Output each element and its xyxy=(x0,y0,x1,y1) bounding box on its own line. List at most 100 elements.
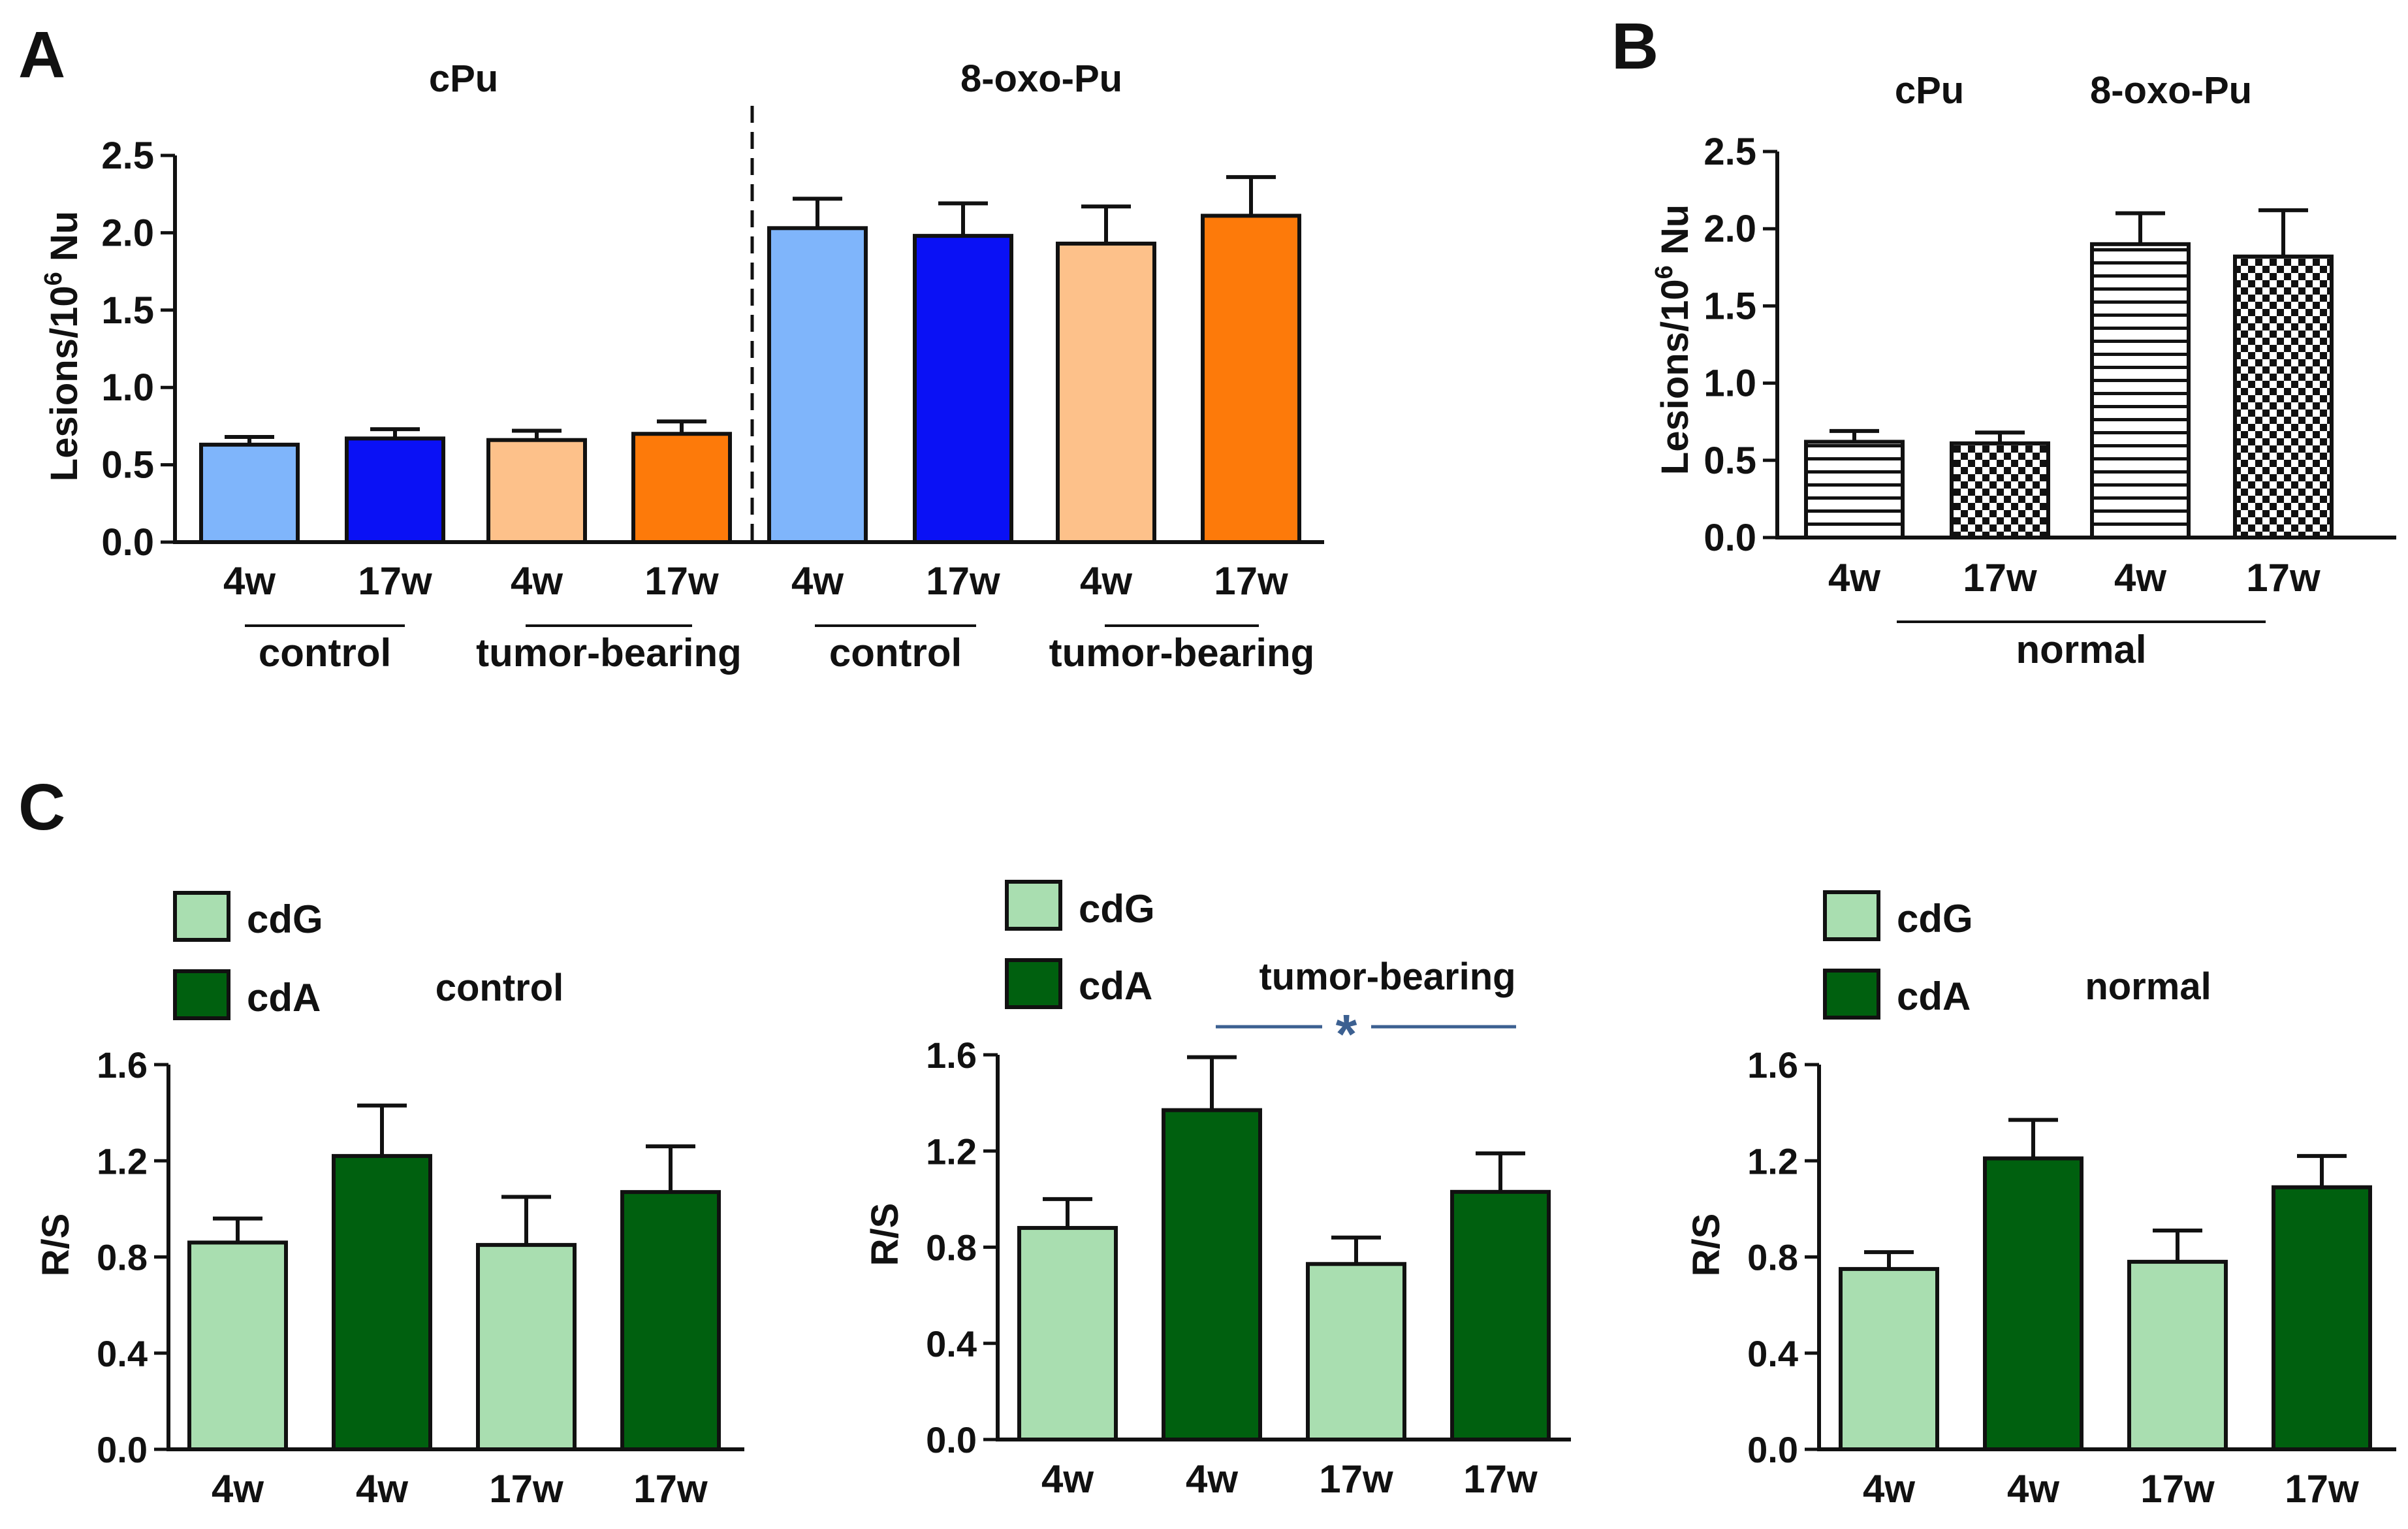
bar xyxy=(1983,1156,2083,1451)
group-label: tumor-bearing xyxy=(1049,631,1315,675)
y-tick-label: 2.0 xyxy=(101,212,154,254)
bar xyxy=(913,234,1013,544)
x-tick-label: 17w xyxy=(2246,556,2321,600)
group-label: tumor-bearing xyxy=(476,631,742,675)
bar xyxy=(631,432,732,544)
x-tick-label: 17w xyxy=(489,1467,563,1511)
y-tick-label: 2.5 xyxy=(101,135,154,177)
significance-star: * xyxy=(1336,1003,1357,1065)
legend-swatch-cdg xyxy=(1005,880,1062,931)
bar xyxy=(187,1240,288,1451)
legend-label-cdg: cdG xyxy=(1079,887,1155,931)
legend-label-cda: cdA xyxy=(1079,964,1152,1008)
x-tick-label: 17w xyxy=(1463,1457,1538,1501)
y-axis-label: R/S xyxy=(1685,1214,1728,1277)
y-tick-label: 0.4 xyxy=(1747,1333,1798,1374)
bar xyxy=(476,1243,577,1451)
panel-letter-c: C xyxy=(18,771,65,844)
y-tick-label: 0.0 xyxy=(1747,1429,1798,1470)
bar xyxy=(2127,1259,2228,1452)
bar xyxy=(345,436,445,544)
y-axis-label: Lesions/106 Nu xyxy=(40,211,86,481)
bar xyxy=(1839,1266,1939,1451)
y-tick-label: 1.2 xyxy=(1747,1140,1798,1182)
bar xyxy=(1950,441,2050,540)
x-tick-label: 17w xyxy=(2285,1467,2359,1511)
y-tick-label: 1.0 xyxy=(101,366,154,409)
y-tick-label: 0.0 xyxy=(1703,517,1756,559)
bar xyxy=(1201,214,1301,544)
y-axis-label: Lesions/106 Nu xyxy=(1651,204,1696,475)
y-tick-label: 0.8 xyxy=(1747,1237,1798,1278)
legend-swatch-cda xyxy=(1005,958,1062,1009)
bar xyxy=(1306,1262,1406,1442)
bar xyxy=(1017,1226,1118,1442)
x-tick-label: 4w xyxy=(2007,1467,2059,1511)
x-tick-label: 4w xyxy=(511,559,563,603)
chart-title: control xyxy=(436,967,564,1009)
x-tick-label: 17w xyxy=(358,559,432,603)
chart-panel-c-normal: cdG cdA normal R/S 0.0 0.4 0.8 1.2 1.6 4w 4w 1… xyxy=(1685,890,2396,1511)
legend-swatch-cdg xyxy=(1823,890,1880,941)
chart-panel-a: cPu 8-oxo-Pu Lesions/106 Nu 0.0 0.5 1.0 1.5… xyxy=(40,57,1324,675)
group-label: control xyxy=(829,631,962,675)
y-tick-label: 1.6 xyxy=(1747,1044,1798,1086)
x-tick-label: 17w xyxy=(1963,556,2037,600)
y-tick-label: 1.6 xyxy=(97,1044,148,1086)
y-tick-label: 0.5 xyxy=(1703,440,1756,482)
panel-letter-a: A xyxy=(18,18,65,91)
y-tick-label: 0.5 xyxy=(101,444,154,487)
y-tick-label: 1.2 xyxy=(926,1131,977,1172)
y-tick-label: 1.6 xyxy=(926,1035,977,1076)
x-tick-label: 17w xyxy=(926,559,1000,603)
panel-letter-b: B xyxy=(1611,10,1658,83)
bar xyxy=(199,442,300,544)
legend-label-cdg: cdG xyxy=(247,897,323,941)
y-tick-label: 1.0 xyxy=(1703,362,1756,405)
section-title-cpu: cPu xyxy=(429,57,498,100)
y-tick-label: 0.0 xyxy=(97,1429,148,1470)
section-title-cpu: cPu xyxy=(1895,69,1964,112)
x-tick-label: 17w xyxy=(1214,559,1288,603)
x-tick-label: 4w xyxy=(1863,1467,1915,1511)
chart-panel-c-tumor-bearing: cdG cdA tumor-bearing * R/S 0.0 0.4 0.8 1.2… xyxy=(864,880,1571,1501)
y-tick-label: 0.8 xyxy=(97,1237,148,1278)
group-label: control xyxy=(259,631,391,675)
bar xyxy=(332,1153,432,1451)
bar xyxy=(2090,242,2191,539)
x-tick-label: 4w xyxy=(791,559,844,603)
section-title-8-oxo-pu: 8-oxo-Pu xyxy=(960,57,1122,100)
x-tick-label: 4w xyxy=(1041,1457,1094,1501)
y-tick-label: 2.0 xyxy=(1703,208,1756,250)
legend-label-cda: cdA xyxy=(1897,974,1971,1018)
y-tick-label: 1.2 xyxy=(97,1140,148,1182)
y-tick-label: 1.5 xyxy=(1703,285,1756,327)
legend-label-cdg: cdG xyxy=(1897,897,1973,941)
legend-swatch-cda xyxy=(1823,969,1880,1020)
group-label: normal xyxy=(2016,628,2146,671)
bar xyxy=(486,438,587,544)
x-tick-label: 4w xyxy=(1186,1457,1238,1501)
chart-panel-b: cPu 8-oxo-Pu Lesions/106 Nu 0.0 0.5 1.0 1.5… xyxy=(1651,69,2396,671)
bar xyxy=(1162,1108,1262,1441)
x-tick-label: 4w xyxy=(1828,556,1880,600)
bar xyxy=(1450,1189,1551,1442)
bar xyxy=(1056,241,1156,544)
legend-swatch-cdg xyxy=(173,891,230,942)
y-tick-label: 0.0 xyxy=(101,521,154,564)
y-tick-label: 0.4 xyxy=(97,1333,148,1374)
y-tick-label: 0.4 xyxy=(926,1323,977,1364)
chart-panel-c-control: cdG cdA control R/S 0.0 0.4 0.8 1.2 1.6 4w 4w… xyxy=(35,891,744,1511)
y-axis-label: R/S xyxy=(864,1203,906,1266)
chart-title: normal xyxy=(2085,965,2211,1008)
bar xyxy=(1804,440,1905,539)
x-tick-label: 17w xyxy=(644,559,719,603)
section-title-8-oxo-pu: 8-oxo-Pu xyxy=(2090,69,2252,112)
bar xyxy=(620,1190,721,1451)
x-tick-label: 4w xyxy=(1080,559,1132,603)
y-tick-label: 0.8 xyxy=(926,1227,977,1268)
x-tick-label: 4w xyxy=(356,1467,408,1511)
y-tick-label: 2.5 xyxy=(1703,131,1756,173)
y-axis-label: R/S xyxy=(35,1214,77,1277)
